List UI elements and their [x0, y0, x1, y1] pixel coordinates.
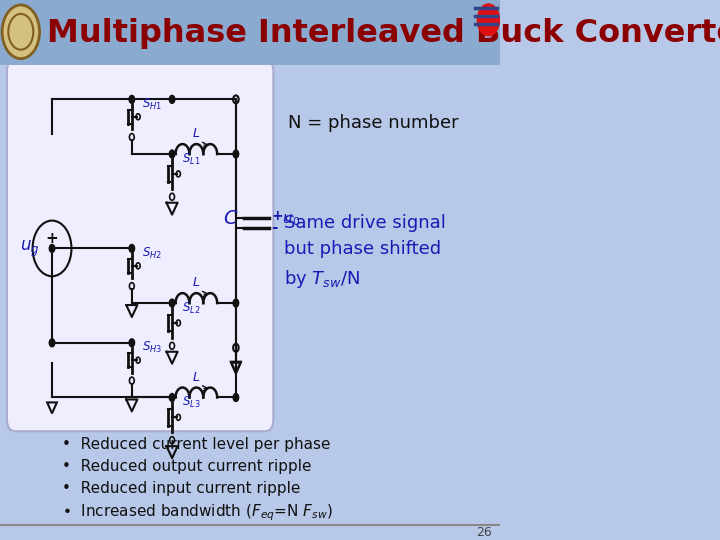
Text: +: + [45, 231, 58, 246]
Text: •  Reduced output current ripple: • Reduced output current ripple [63, 459, 312, 474]
Text: $S_{L1}$: $S_{L1}$ [181, 151, 200, 166]
Text: •  Reduced current level per phase: • Reduced current level per phase [63, 437, 331, 452]
Text: N = phase number: N = phase number [288, 114, 459, 132]
Circle shape [2, 5, 40, 59]
Text: $L$: $L$ [192, 370, 200, 383]
Circle shape [477, 4, 500, 36]
Circle shape [233, 394, 238, 401]
Text: $S_{H3}$: $S_{H3}$ [142, 340, 162, 355]
Circle shape [169, 394, 175, 401]
Text: $u_0$: $u_0$ [273, 213, 300, 228]
Circle shape [169, 150, 175, 158]
Circle shape [129, 96, 135, 103]
FancyBboxPatch shape [0, 0, 500, 65]
Text: $S_{H1}$: $S_{H1}$ [142, 97, 162, 112]
Circle shape [129, 245, 135, 252]
Text: 26: 26 [477, 526, 492, 539]
Text: $S_{H2}$: $S_{H2}$ [142, 246, 161, 261]
Text: $S_{L3}$: $S_{L3}$ [181, 395, 200, 410]
Circle shape [233, 150, 238, 158]
Text: •  Increased bandwidth ($F_{eq}$=N $F_{sw}$): • Increased bandwidth ($F_{eq}$=N $F_{sw… [63, 503, 333, 523]
Text: Multiphase Interleaved Buck Converters: Multiphase Interleaved Buck Converters [48, 18, 720, 49]
Text: +: + [271, 208, 283, 222]
Text: -: - [271, 220, 278, 235]
FancyBboxPatch shape [7, 59, 274, 431]
Text: •  Reduced input current ripple: • Reduced input current ripple [63, 481, 301, 496]
Circle shape [49, 245, 55, 252]
Circle shape [169, 299, 175, 307]
Circle shape [169, 96, 175, 103]
Circle shape [233, 299, 238, 307]
Text: $C$: $C$ [223, 209, 239, 228]
Text: Same drive signal
but phase shifted
by $T_{sw}$/N: Same drive signal but phase shifted by $… [284, 214, 446, 289]
Text: $L$: $L$ [192, 127, 200, 140]
Text: $L$: $L$ [192, 276, 200, 289]
Circle shape [129, 339, 135, 347]
Text: $S_{L2}$: $S_{L2}$ [181, 300, 200, 315]
Text: $u_g$: $u_g$ [20, 238, 40, 259]
Circle shape [49, 339, 55, 347]
